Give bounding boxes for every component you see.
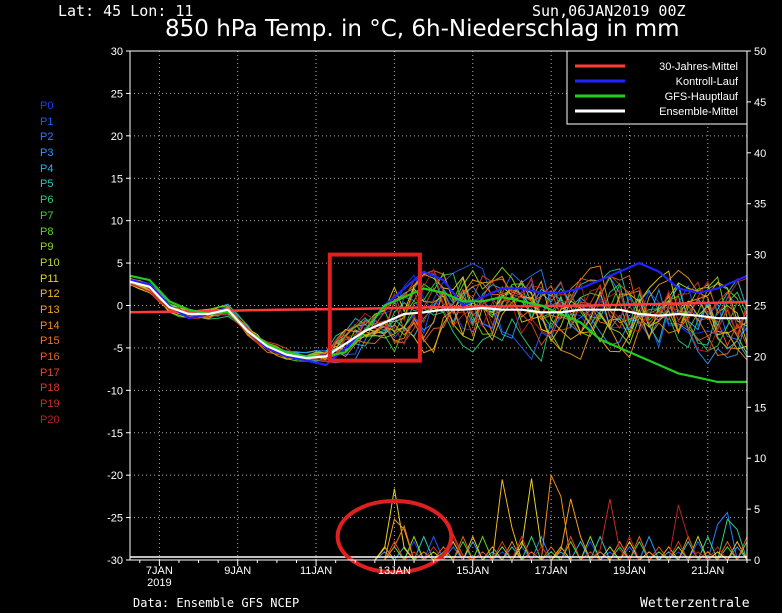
member-line-p20 — [129, 268, 748, 362]
y-right-tick-label: 25 — [754, 301, 766, 313]
y-left-tick-label: 10 — [111, 216, 123, 228]
x-tick-label: 19JAN — [613, 565, 646, 577]
y-left-tick-label: 25 — [111, 88, 123, 100]
member-label-p6: P6 — [40, 194, 54, 207]
member-label-p16: P16 — [40, 351, 60, 363]
member-label-p0: P0 — [40, 100, 54, 112]
member-precip-p19 — [130, 498, 747, 561]
y-left-tick-label: 0 — [117, 301, 123, 313]
member-label-p10: P10 — [40, 256, 60, 269]
legend-label: 30-Jahres-Mittel — [659, 61, 738, 73]
y-right-tick-label: 45 — [754, 97, 766, 109]
y-left-tick-label: -30 — [107, 555, 123, 567]
brand-logo-text: Wetterzentrale — [640, 596, 750, 611]
member-label-p7: P7 — [40, 209, 54, 222]
member-label-p15: P15 — [40, 335, 60, 348]
series-mean — [129, 280, 747, 360]
lat-lon-label: Lat: 45 Lon: 11 — [58, 2, 194, 20]
run-date: Sun,06JAN2019 00Z — [532, 2, 686, 20]
y-left-tick-label: 15 — [111, 173, 123, 185]
y-right-tick-label: 40 — [754, 148, 766, 160]
y-left-tick-label: -15 — [107, 428, 123, 440]
legend: 30-Jahres-Mittel Kontroll-Lauf GFS-Hauptla… — [566, 50, 748, 125]
y-right-tick-label: 10 — [754, 453, 766, 465]
legend-label: GFS-Hauptlauf — [665, 91, 739, 103]
x-tick-label: 21JAN — [691, 565, 724, 577]
x-tick-label: 15JAN — [456, 565, 489, 577]
x-tick-label: 13JAN — [378, 565, 411, 577]
highlight-ellipse — [335, 498, 454, 575]
y-right-tick-label: 20 — [754, 351, 766, 363]
y-left-tick-label: 5 — [117, 258, 123, 270]
member-label-p3: P3 — [40, 147, 54, 160]
chart-title: 850 hPa Temp. in °C, 6h-Niederschlag in … — [165, 16, 680, 42]
y-left-tick-label: -20 — [107, 470, 123, 482]
legend-label: Kontroll-Lauf — [676, 76, 739, 88]
member-label-p14: P14 — [40, 319, 60, 332]
x-tick-label: 7JAN — [146, 565, 173, 577]
y-right-tick-label: 50 — [754, 46, 766, 58]
member-label-p20: P20 — [40, 413, 60, 426]
y-right-tick-label: 35 — [754, 199, 766, 211]
member-precip-p15 — [130, 524, 747, 561]
highlight-rectangle — [327, 252, 422, 363]
member-label-p19: P19 — [40, 398, 60, 411]
annotations — [327, 252, 454, 575]
y-left-tick-label: 30 — [111, 46, 123, 58]
axes: 302520151050-5-10-15-20-25-3050454035302… — [107, 46, 766, 589]
member-label-p11: P11 — [40, 272, 59, 285]
member-precip-p13 — [130, 498, 747, 561]
x-tick-label: 11JAN — [300, 565, 332, 577]
member-label-p9: P9 — [40, 241, 54, 254]
y-left-tick-label: -5 — [113, 343, 123, 355]
y-right-tick-label: 0 — [754, 555, 760, 567]
member-label-p13: P13 — [40, 303, 60, 316]
member-list: P0 P1 P2 P3 P4 P5 P6 P7 P8 P9 P10 P11 P12 P13 P14 P15 P1… — [40, 99, 60, 428]
y-right-tick-label: 30 — [754, 250, 766, 262]
member-label-p5: P5 — [40, 178, 54, 191]
x-tick-year: 2019 — [147, 577, 171, 589]
member-label-p8: P8 — [40, 225, 54, 238]
grid — [130, 51, 747, 560]
member-label-p18: P18 — [40, 382, 60, 395]
x-tick-label: 9JAN — [224, 565, 251, 577]
legend-label: Ensemble-Mittel — [659, 106, 738, 118]
member-label-p4: P4 — [40, 162, 54, 175]
member-label-p2: P2 — [40, 131, 54, 144]
x-tick-label: 17JAN — [535, 565, 568, 577]
y-right-tick-label: 5 — [754, 504, 760, 516]
y-left-tick-label: 20 — [111, 131, 123, 143]
y-left-tick-label: -10 — [107, 385, 123, 397]
y-right-tick-label: 15 — [754, 402, 766, 414]
member-label-p1: P1 — [40, 115, 54, 128]
member-label-p12: P12 — [40, 288, 60, 301]
data-source: Data: Ensemble GFS NCEP — [133, 596, 300, 610]
series-operational — [129, 274, 747, 383]
y-left-tick-label: -25 — [107, 513, 123, 525]
member-label-p17: P17 — [40, 366, 60, 379]
main-series — [129, 261, 748, 558]
